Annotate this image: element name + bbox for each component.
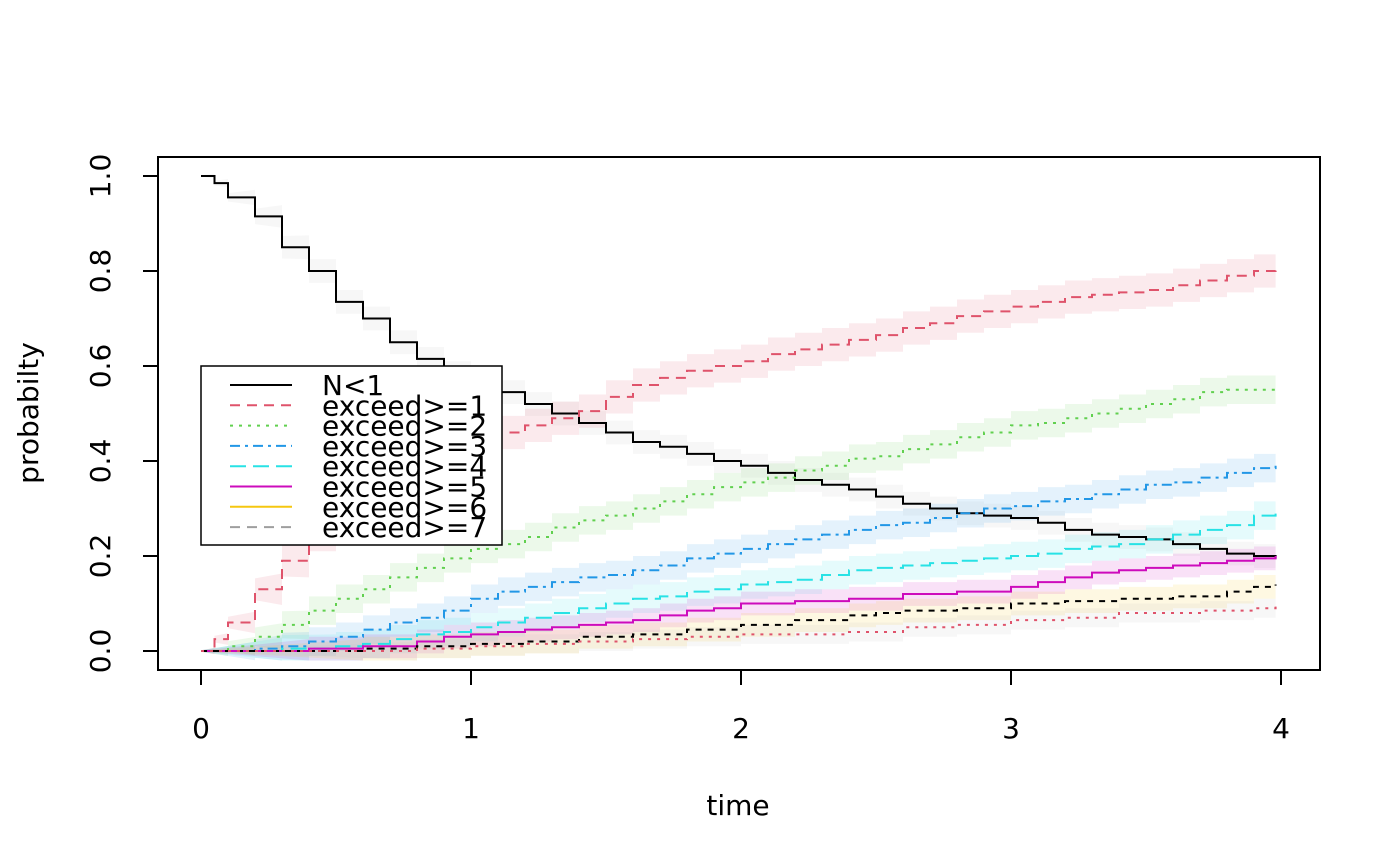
legend-label: exceed>=5 bbox=[322, 471, 487, 504]
y-tick-label: 1.0 bbox=[84, 154, 117, 199]
legend-label: exceed>=6 bbox=[322, 491, 487, 524]
legend-label: exceed>=4 bbox=[322, 450, 487, 483]
x-tick-label: 3 bbox=[1002, 712, 1020, 745]
band-3 bbox=[201, 451, 1276, 661]
x-axis: 0 1 2 3 4 bbox=[192, 669, 1290, 745]
legend-label: exceed>=1 bbox=[322, 389, 487, 422]
y-tick-label: 0.2 bbox=[84, 534, 117, 579]
y-tick-label: 0.4 bbox=[84, 439, 117, 484]
y-tick-label: 0.0 bbox=[84, 629, 117, 674]
legend-label: exceed>=3 bbox=[322, 430, 487, 463]
series-line-8 bbox=[201, 584, 1277, 652]
legend-box bbox=[200, 365, 503, 546]
series-line-2 bbox=[201, 388, 1276, 652]
series-line-0 bbox=[201, 175, 1277, 559]
series-line-5 bbox=[201, 556, 1277, 652]
legend-label: exceed>=2 bbox=[322, 410, 487, 443]
x-tick-label: 0 bbox=[192, 712, 210, 745]
band-2 bbox=[201, 375, 1276, 656]
series-line-4 bbox=[201, 508, 1277, 652]
x-tick-label: 4 bbox=[1272, 712, 1290, 745]
band-9 bbox=[201, 594, 1276, 661]
y-tick-label: 0.8 bbox=[84, 249, 117, 294]
band-0 bbox=[201, 173, 1276, 571]
band-4 bbox=[201, 494, 1276, 661]
legend-label: N<1 bbox=[322, 369, 384, 402]
x-axis-label: time bbox=[706, 789, 769, 822]
band-1 bbox=[201, 252, 1276, 655]
series-line-3 bbox=[201, 465, 1277, 652]
y-axis: 0.0 0.2 0.4 0.6 0.8 1.0 bbox=[84, 154, 159, 674]
y-tick-label: 0.6 bbox=[84, 344, 117, 389]
legend-label: exceed>=7 bbox=[322, 511, 487, 544]
x-tick-label: 1 bbox=[462, 712, 480, 745]
series-line-9 bbox=[201, 603, 1277, 652]
band-8 bbox=[201, 572, 1276, 661]
y-axis-label: probabilty bbox=[12, 342, 45, 484]
x-tick-label: 2 bbox=[732, 712, 750, 745]
legend: N<1exceed>=1exceed>=2exceed>=3exceed>=4e… bbox=[200, 365, 503, 546]
